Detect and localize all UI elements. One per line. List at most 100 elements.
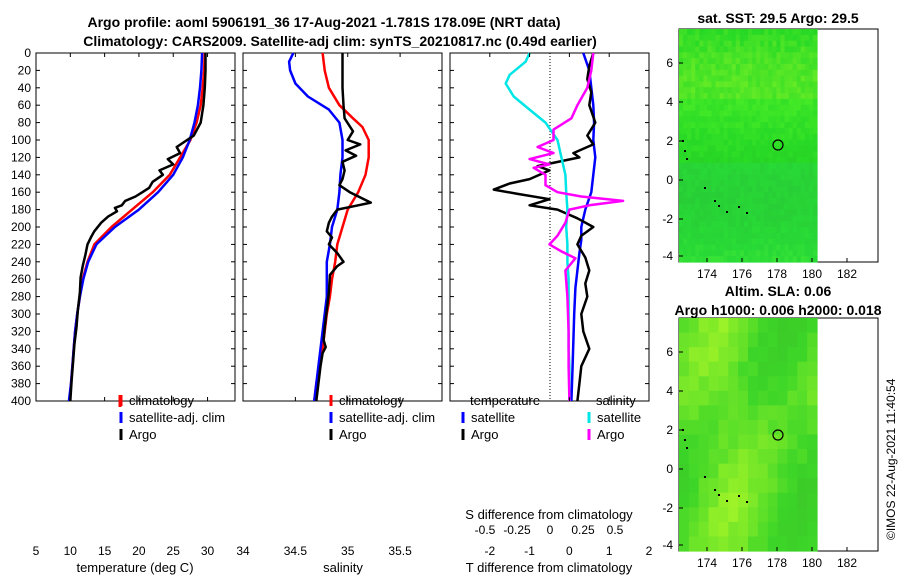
- map-cell: [679, 197, 684, 205]
- map-cell: [719, 110, 725, 117]
- map-cell: [757, 478, 769, 494]
- map-cell: [800, 186, 806, 193]
- map-cell: [784, 232, 790, 240]
- map-cell: [731, 209, 737, 216]
- map-cell: [772, 256, 778, 263]
- map-cell: [752, 133, 757, 141]
- map-cell: [727, 93, 733, 100]
- map-cell: [764, 256, 769, 263]
- map-cell: [808, 209, 814, 216]
- map-cell: [715, 46, 721, 53]
- map-cell: [752, 93, 757, 100]
- map-cell: [807, 376, 818, 392]
- map-cell: [679, 256, 684, 263]
- map-cell: [723, 232, 729, 240]
- map-cell: [739, 157, 745, 164]
- map-cell: [691, 139, 696, 147]
- map-cell: [743, 98, 749, 106]
- map-cell: [715, 145, 721, 152]
- map-cell: [752, 98, 757, 106]
- map-cell: [719, 250, 725, 257]
- map-cell: [731, 139, 737, 147]
- map-x-tick-label: 176: [732, 556, 752, 570]
- map-cell: [777, 507, 789, 523]
- map-cell: [767, 492, 779, 508]
- map-cell: [756, 157, 761, 164]
- map-cell: [752, 168, 757, 176]
- map-cell: [807, 521, 818, 538]
- map-cell: [683, 145, 688, 152]
- map-cell: [764, 52, 769, 59]
- map-cell: [757, 318, 769, 334]
- map-cell: [772, 244, 778, 251]
- map-cell: [796, 180, 802, 187]
- map-cell: [739, 180, 745, 187]
- map-cell: [804, 151, 810, 158]
- map-cell: [739, 221, 745, 228]
- map-cell: [792, 250, 798, 257]
- map-cell: [679, 93, 684, 100]
- map-cell: [792, 116, 798, 123]
- map-cell: [792, 244, 798, 251]
- map-cell: [748, 52, 753, 59]
- map-cell: [707, 244, 713, 251]
- map-cell: [727, 40, 733, 48]
- map-cell: [748, 58, 753, 65]
- figure-title-line1: Argo profile: aoml 5906191_36 17-Aug-202…: [87, 14, 560, 30]
- map-cell: [808, 151, 814, 158]
- map-cell: [752, 52, 757, 59]
- map-cell: [687, 40, 692, 48]
- map-cell: [715, 157, 721, 164]
- map-cell: [796, 145, 802, 152]
- map-cell: [804, 192, 810, 199]
- map-cell: [768, 209, 773, 216]
- map-cell: [703, 197, 709, 205]
- map-cell: [711, 244, 717, 251]
- map-cell: [679, 186, 684, 193]
- map-cell: [808, 197, 814, 205]
- y-tick-label: 340: [11, 342, 31, 356]
- map-cell: [687, 52, 692, 59]
- map-cell: [777, 332, 789, 348]
- map-cell: [695, 133, 700, 141]
- map-cell: [804, 81, 810, 88]
- map-cell: [715, 197, 721, 205]
- map-cell: [698, 521, 710, 538]
- map-cell: [760, 192, 765, 199]
- map-cell: [718, 449, 729, 465]
- map-cell: [739, 192, 745, 199]
- map-cell: [756, 116, 761, 123]
- map-cell: [679, 361, 690, 377]
- map-cell: [707, 215, 713, 222]
- map-cell: [707, 116, 713, 123]
- map-cell: [776, 34, 782, 42]
- map-cell: [743, 203, 749, 211]
- map-cell: [708, 521, 720, 538]
- map-cell: [808, 87, 814, 94]
- map-cell: [698, 376, 710, 392]
- map-cell: [728, 390, 739, 406]
- map-cell: [719, 197, 725, 205]
- map-cell: [728, 405, 739, 421]
- map-cell: [800, 58, 806, 65]
- map-cell: [772, 209, 778, 216]
- map-cell: [784, 69, 790, 77]
- map-cell: [804, 98, 810, 106]
- sst-map-title: sat. SST: 29.5 Argo: 29.5: [697, 10, 859, 26]
- map-cell: [707, 40, 713, 48]
- y-tick-label: 220: [11, 237, 31, 251]
- map-cell: [735, 162, 741, 170]
- map-cell: [812, 221, 818, 228]
- map-cell: [748, 507, 759, 523]
- map-cell: [699, 87, 704, 94]
- map-cell: [788, 110, 794, 117]
- map-cell: [752, 128, 757, 135]
- map-cell: [756, 209, 761, 216]
- map-cell: [784, 145, 790, 152]
- map-cell: [731, 87, 737, 94]
- map-cell: [767, 449, 779, 465]
- map-cell: [743, 174, 749, 182]
- coastline-mark: [686, 447, 688, 449]
- map-cell: [727, 162, 733, 170]
- map-cell: [743, 139, 749, 147]
